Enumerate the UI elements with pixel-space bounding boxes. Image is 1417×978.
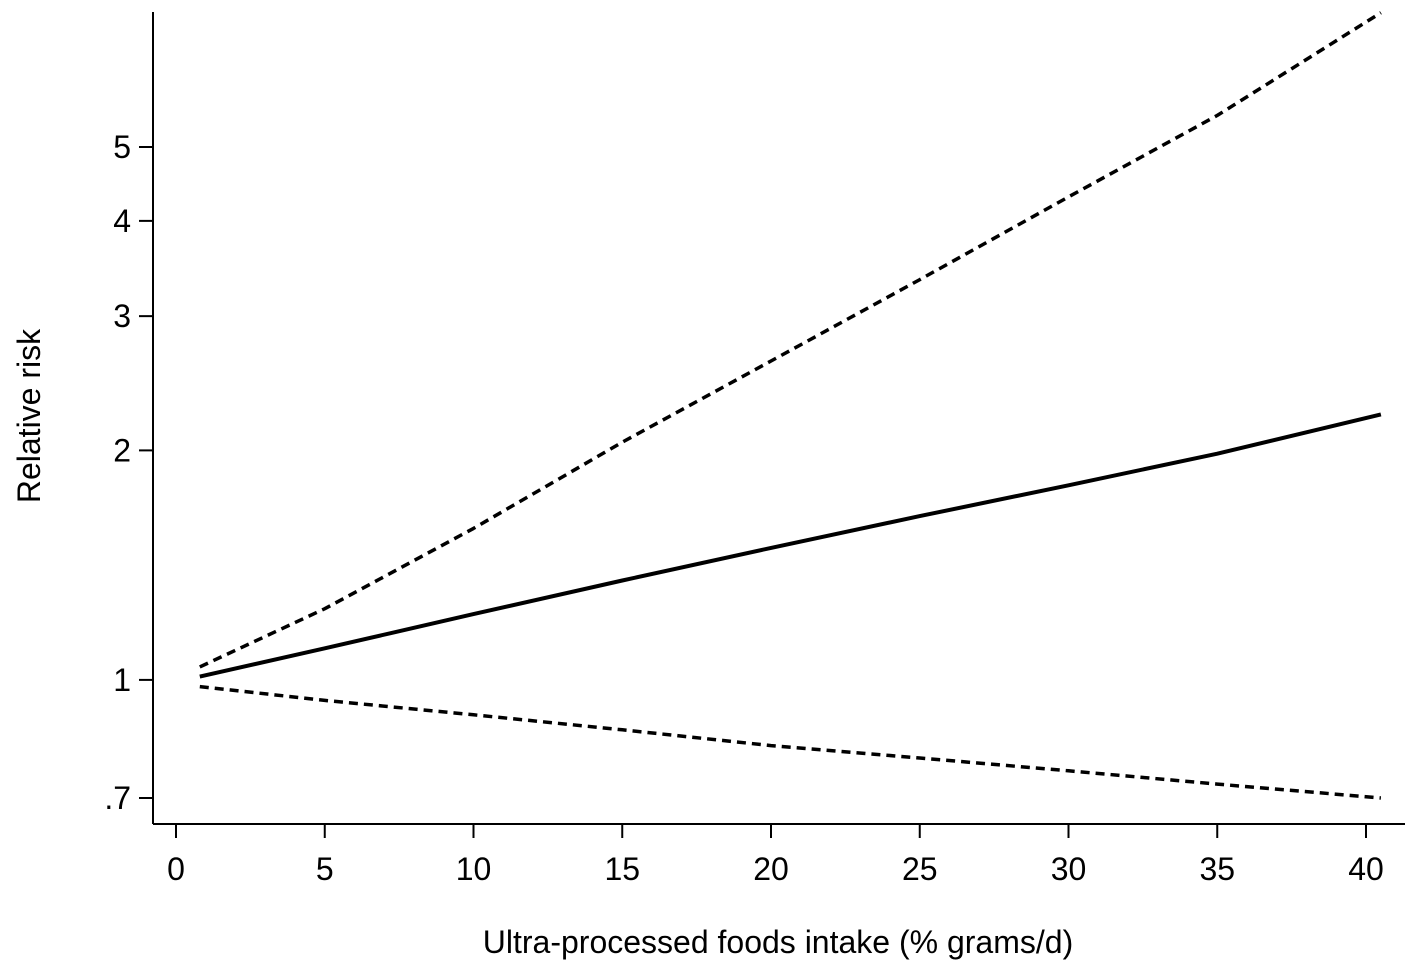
series-line-estimate [199, 412, 1382, 679]
y-tick-label: 3 [113, 298, 131, 334]
y-tick-label: 4 [113, 203, 131, 239]
x-tick-label: 20 [753, 851, 789, 887]
x-tick-label: 10 [456, 851, 492, 887]
y-tick-label: .7 [104, 780, 131, 816]
x-tick-label: 15 [604, 851, 640, 887]
y-ticks-layer: .7 1 2 3 4 5 [104, 129, 153, 816]
series-line-lower-ci [199, 684, 1382, 800]
series-line-upper-ci [199, 11, 1382, 669]
x-tick-label: 40 [1348, 851, 1384, 887]
y-tick-label: 5 [113, 129, 131, 165]
y-tick-label: 2 [113, 432, 131, 468]
x-tick-label: 25 [902, 851, 938, 887]
x-tick-label: 5 [316, 851, 334, 887]
x-ticks-layer: 0 5 10 15 20 25 30 35 40 [167, 824, 1384, 887]
x-tick-label: 30 [1051, 851, 1087, 887]
y-tick-label: 1 [113, 662, 131, 698]
x-tick-label: 35 [1199, 851, 1235, 887]
y-axis-title: Relative risk [11, 328, 47, 503]
series-layer [199, 11, 1382, 800]
x-tick-label: 0 [167, 851, 185, 887]
x-axis-title: Ultra-processed foods intake (% grams/d) [483, 924, 1073, 960]
